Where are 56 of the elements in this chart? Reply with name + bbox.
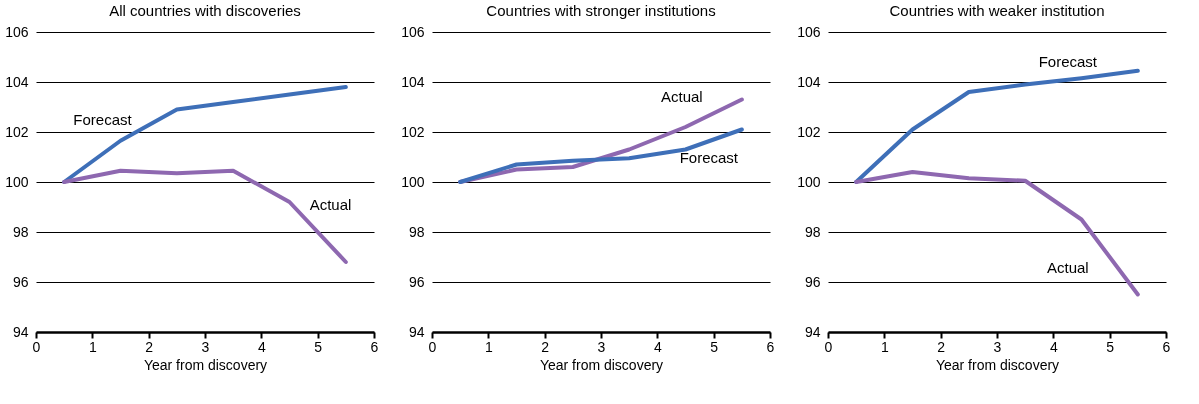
y-tick-label: 96 xyxy=(12,273,29,290)
y-tick-label: 100 xyxy=(401,173,425,190)
x-tick-label: 6 xyxy=(766,338,775,355)
chart-title: Countries with stronger institutions xyxy=(486,2,716,19)
x-tick-label: 0 xyxy=(428,338,437,355)
x-tick-label: 4 xyxy=(1049,338,1058,355)
x-tick-label: 3 xyxy=(201,338,210,355)
x-tick-label: 0 xyxy=(824,338,833,355)
y-tick-label: 106 xyxy=(797,23,821,40)
x-axis-title: Year from discovery xyxy=(143,356,268,373)
y-tick-label: 102 xyxy=(797,123,821,140)
x-tick-label: 6 xyxy=(1162,338,1171,355)
y-tick-label: 104 xyxy=(5,73,29,90)
x-tick-label: 3 xyxy=(993,338,1002,355)
series-label: Actual xyxy=(1046,258,1089,276)
y-tick-label: 96 xyxy=(408,273,425,290)
x-tick-label: 5 xyxy=(710,338,719,355)
y-tick-label: 98 xyxy=(804,223,821,240)
x-tick-label: 3 xyxy=(597,338,606,355)
y-tick-label: 104 xyxy=(797,73,821,90)
y-tick-label: 94 xyxy=(408,323,425,340)
series-label: Forecast xyxy=(73,110,133,128)
x-tick-label: 1 xyxy=(88,338,97,355)
x-tick-label: 4 xyxy=(653,338,662,355)
x-tick-label: 1 xyxy=(484,338,493,355)
y-tick-label: 94 xyxy=(12,323,29,340)
chart-title: Countries with weaker institution xyxy=(889,2,1105,19)
x-tick-label: 4 xyxy=(257,338,266,355)
series-label: Forecast xyxy=(1038,52,1098,70)
x-tick-label: 2 xyxy=(937,338,946,355)
y-tick-label: 100 xyxy=(5,173,29,190)
y-tick-label: 98 xyxy=(12,223,29,240)
y-tick-label: 102 xyxy=(401,123,425,140)
x-tick-label: 1 xyxy=(880,338,889,355)
series-label: Actual xyxy=(309,196,352,213)
y-tick-label: 106 xyxy=(401,23,425,40)
x-tick-label: 5 xyxy=(1106,338,1115,355)
x-axis-title: Year from discovery xyxy=(935,356,1060,373)
y-tick-label: 100 xyxy=(797,173,821,190)
x-axis-title: Year from discovery xyxy=(539,356,664,373)
y-tick-label: 104 xyxy=(401,73,425,90)
y-tick-label: 96 xyxy=(804,273,821,290)
y-tick-label: 98 xyxy=(408,223,425,240)
chart-title: All countries with discoveries xyxy=(109,2,301,19)
y-tick-label: 102 xyxy=(5,123,29,140)
x-tick-label: 2 xyxy=(145,338,154,355)
y-tick-label: 94 xyxy=(804,323,821,340)
x-tick-label: 6 xyxy=(370,338,379,355)
x-tick-label: 5 xyxy=(314,338,323,355)
y-tick-label: 106 xyxy=(5,23,29,40)
line-series xyxy=(854,170,1140,297)
x-tick-label: 0 xyxy=(32,338,41,355)
series-label: Actual xyxy=(660,87,703,105)
line-series xyxy=(458,127,744,184)
x-tick-label: 2 xyxy=(541,338,550,355)
series-label: Forecast xyxy=(679,148,739,166)
